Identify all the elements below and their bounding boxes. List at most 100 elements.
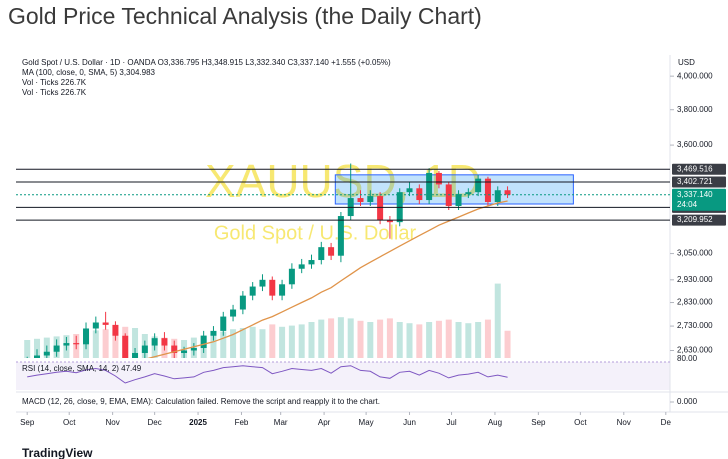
candle-body: [171, 345, 178, 353]
x-tick-label: Nov: [617, 418, 631, 427]
candle-body: [239, 295, 246, 310]
candle-body: [445, 184, 452, 206]
candle-body: [43, 351, 50, 356]
candle-body: [416, 188, 423, 201]
candle-body: [249, 286, 256, 296]
volume-bar: [279, 326, 286, 358]
rsi-label: RSI (14, close, SMA, 14, 2) 47.49: [22, 364, 142, 373]
volume-bar: [239, 328, 246, 358]
candle-body: [357, 198, 364, 203]
volume-bar: [288, 325, 295, 358]
volume-bar: [465, 323, 472, 358]
candle-body: [63, 343, 70, 346]
page-title: Gold Price Technical Analysis (the Daily…: [8, 3, 482, 29]
candle-body: [122, 335, 129, 358]
volume-bar: [102, 329, 109, 358]
candle-body: [83, 328, 90, 345]
volume-bar: [259, 329, 266, 358]
x-tick-label: Jul: [446, 418, 456, 427]
y-tick-label: 2,830.000: [677, 298, 713, 307]
volume-bar: [34, 338, 41, 358]
candle-body: [367, 196, 374, 203]
volume-bar: [396, 322, 403, 358]
x-tick-label: Nov: [106, 418, 120, 427]
x-tick-label: 2025: [189, 418, 207, 427]
macd-label: MACD (12, 26, close, 9, EMA, EMA): Calcu…: [22, 397, 380, 406]
volume-bar: [357, 320, 364, 358]
legend-line: Vol · Ticks 226.7K: [22, 78, 87, 87]
candle-body: [112, 324, 119, 336]
level-label: 3,402.721: [677, 177, 713, 186]
x-tick-label: Dec: [148, 418, 162, 427]
volume-bar: [92, 330, 99, 358]
candle-body: [190, 348, 197, 351]
volume-bar: [220, 331, 227, 358]
volume-bar: [112, 331, 119, 358]
x-tick-label: De: [661, 418, 672, 427]
candle-body: [73, 343, 80, 345]
watermark: XAUUSD, 1D: [205, 155, 481, 207]
candle-body: [288, 268, 295, 285]
x-tick-label: Oct: [574, 418, 587, 427]
volume-bar: [484, 319, 491, 358]
level-tag: [672, 214, 726, 226]
rsi-tick-label: 80.00: [677, 354, 698, 363]
volume-bar: [269, 324, 276, 358]
candle-body: [337, 216, 344, 256]
candle-body: [269, 279, 276, 296]
x-tick-label: Feb: [235, 418, 249, 427]
candle-body: [455, 194, 462, 206]
candle-body: [210, 330, 217, 336]
last-price-tag: [672, 188, 726, 211]
volume-bar: [337, 317, 344, 358]
x-tick-label: May: [359, 418, 374, 427]
volume-bar: [132, 328, 139, 358]
candle-body: [141, 345, 148, 353]
candle-body: [377, 196, 384, 221]
candle-body: [484, 178, 491, 203]
y-tick-label: 4,000.000: [677, 71, 713, 80]
y-tick-label: 3,600.000: [677, 140, 713, 149]
volume-bar: [494, 283, 501, 358]
volume-bar: [210, 334, 217, 358]
candle-body: [200, 335, 207, 349]
x-tick-label: Jun: [403, 418, 416, 427]
volume-bar: [347, 318, 354, 358]
x-tick-label: Apr: [318, 418, 331, 427]
macd-tick-label: 0.000: [677, 397, 698, 406]
x-tick-label: Oct: [63, 418, 76, 427]
legend-line: Vol · Ticks 226.7K: [22, 88, 87, 97]
volume-bar: [435, 320, 442, 358]
plot-area: [24, 163, 574, 358]
level-label: 3,209.952: [677, 215, 713, 224]
candle-body: [102, 322, 109, 325]
volume-bar: [386, 318, 393, 358]
volume-bar: [249, 326, 256, 358]
currency-label: USD: [678, 58, 695, 67]
volume-bar: [455, 322, 462, 358]
candle-body: [494, 190, 501, 203]
volume-bar: [406, 323, 413, 358]
candle-body: [386, 220, 393, 223]
x-tick-label: Sep: [20, 418, 35, 427]
candle-body: [181, 350, 188, 353]
volume-bar: [298, 324, 305, 358]
volume-bar: [426, 322, 433, 358]
volume-bar: [24, 340, 31, 358]
candle-body: [53, 345, 60, 352]
rsi-line: [27, 365, 508, 384]
last-price-label: 3,337.140: [677, 190, 713, 199]
candle-body: [435, 172, 442, 185]
candle-body: [308, 260, 315, 265]
x-tick-label: Sep: [531, 418, 546, 427]
candle-body: [220, 316, 227, 331]
volume-bar: [445, 319, 452, 358]
level-tag: [672, 176, 726, 188]
y-tick-label: 2,930.000: [677, 275, 713, 284]
candle-body: [34, 355, 41, 358]
level-label: 3,469.516: [677, 164, 713, 173]
volume-bar: [416, 324, 423, 358]
volume-bar: [377, 319, 384, 358]
